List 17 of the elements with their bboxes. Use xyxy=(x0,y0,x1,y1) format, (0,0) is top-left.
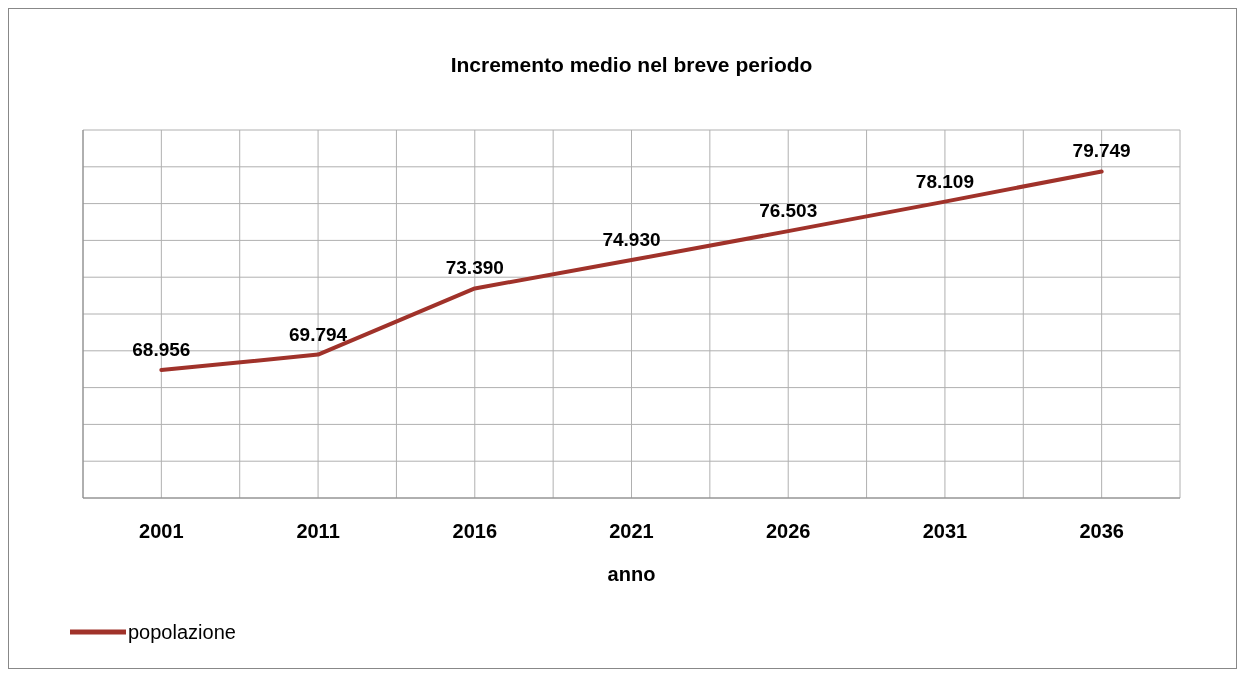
data-label: 78.109 xyxy=(915,170,974,192)
x-tick-label: 2016 xyxy=(452,520,498,542)
data-label: 73.390 xyxy=(445,257,504,279)
x-tick-label: 2031 xyxy=(922,520,968,542)
data-label: 69.794 xyxy=(289,323,348,345)
x-tick-label: 2001 xyxy=(139,520,184,542)
x-tick-label: 2026 xyxy=(765,520,811,542)
x-tick-label: 2021 xyxy=(609,520,654,542)
x-tick-label: 2011 xyxy=(296,520,340,542)
data-label: 68.956 xyxy=(132,339,191,361)
data-label: 79.749 xyxy=(1072,140,1131,162)
data-label: 76.503 xyxy=(759,200,818,222)
x-axis-title: anno xyxy=(607,563,656,585)
chart-title: Incremento medio nel breve periodo xyxy=(450,53,813,76)
data-label: 74.930 xyxy=(602,229,661,251)
x-tick-label: 2036 xyxy=(1079,520,1124,542)
legend-label: popolazione xyxy=(128,621,236,643)
